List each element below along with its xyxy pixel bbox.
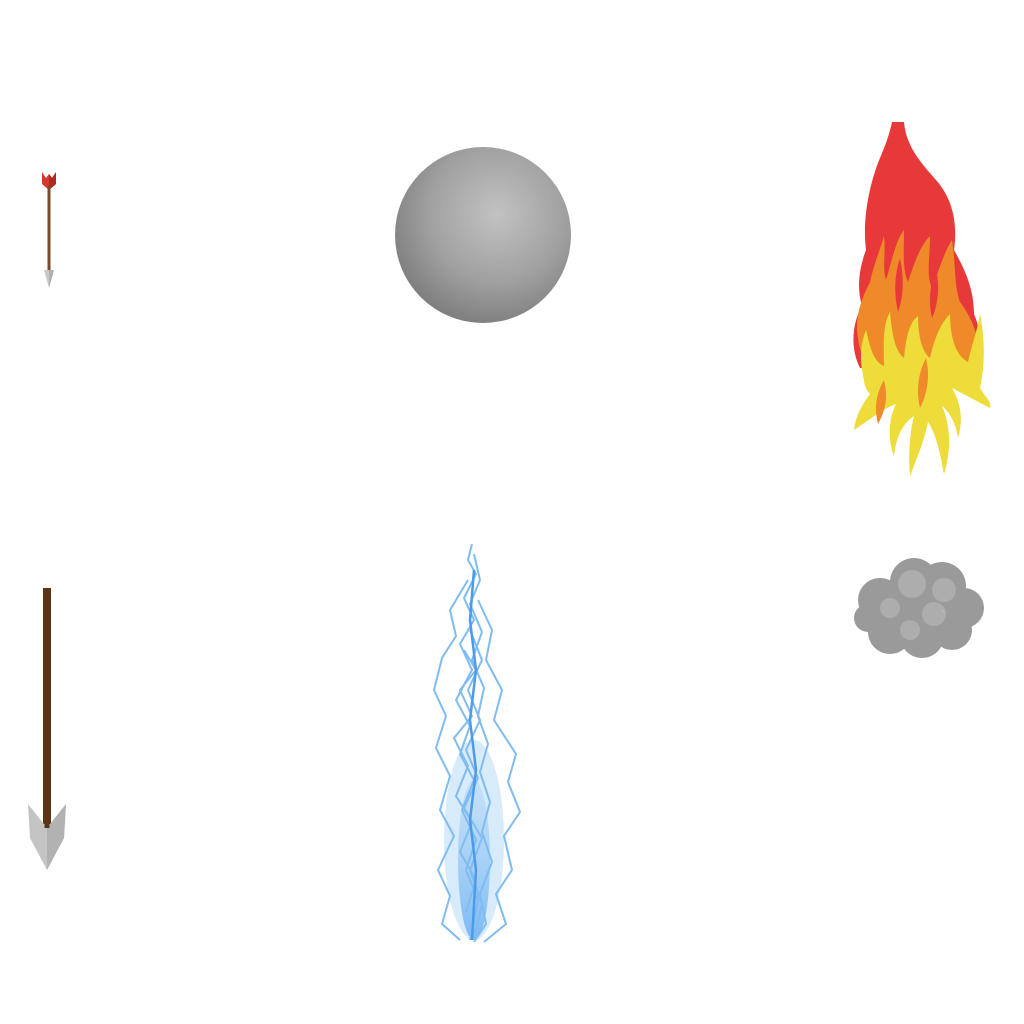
smoke-icon bbox=[854, 558, 984, 658]
cannonball-body bbox=[395, 147, 571, 323]
lightning-core bbox=[468, 569, 478, 941]
arrow-shaft bbox=[47, 186, 51, 272]
large-arrow-icon bbox=[28, 588, 66, 870]
small-arrow-icon bbox=[42, 172, 56, 288]
fire-icon bbox=[853, 122, 991, 476]
arrow-shaft bbox=[43, 588, 51, 824]
lightning-strands bbox=[433, 543, 521, 943]
lightning-icon bbox=[433, 543, 521, 943]
cannonball-icon bbox=[395, 147, 571, 323]
